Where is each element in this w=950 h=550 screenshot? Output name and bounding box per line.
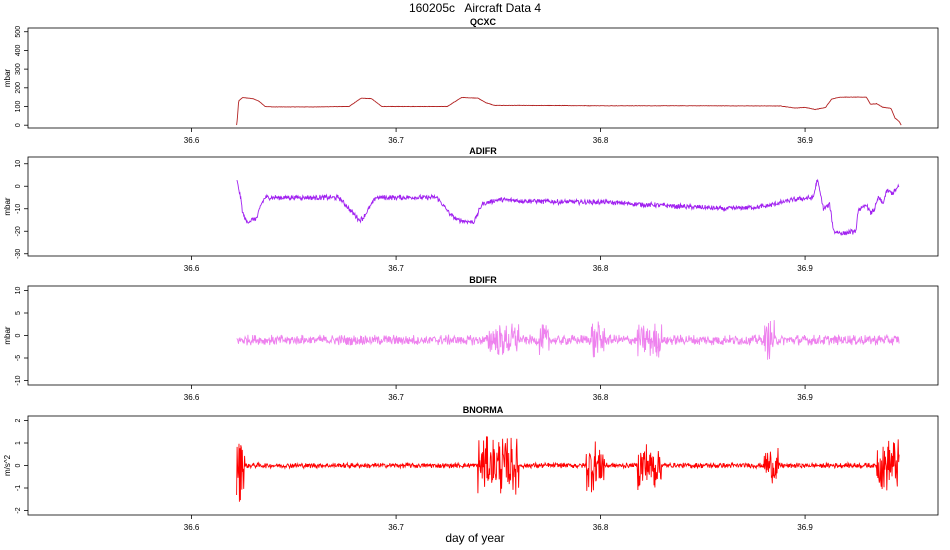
- y-tick-label-bdifr: -5: [15, 355, 22, 361]
- y-tick-label-bdifr: 10: [15, 287, 22, 295]
- panel-title-bnorma: BNORMA: [463, 405, 504, 415]
- y-tick-label-bnorma: 2: [15, 418, 22, 422]
- y-tick-label-qcxc: 500: [15, 26, 22, 38]
- data-series-bnorma: [236, 436, 900, 502]
- panel-title-bdifr: BDIFR: [469, 275, 497, 285]
- panel-title-adifr: ADIFR: [469, 146, 497, 156]
- y-tick-label-bnorma: 1: [15, 441, 22, 445]
- y-axis-label-qcxc: mbar: [3, 69, 12, 88]
- y-tick-label-qcxc: 400: [15, 44, 22, 56]
- y-tick-label-qcxc: 300: [15, 63, 22, 75]
- y-tick-label-bdifr: -10: [15, 375, 22, 385]
- y-tick-label-bnorma: -1: [15, 485, 22, 491]
- x-tick-label-bnorma: 36.8: [593, 523, 609, 532]
- y-tick-label-adifr: 10: [15, 160, 22, 168]
- y-tick-label-adifr: 0: [15, 184, 22, 188]
- x-tick-label-qcxc: 36.6: [184, 136, 200, 145]
- y-tick-label-adifr: -10: [15, 204, 22, 214]
- plot-frame-adifr: [27, 156, 939, 257]
- y-axis-label-adifr: mbar: [3, 197, 12, 216]
- y-tick-label-qcxc: 0: [15, 123, 22, 127]
- data-series-qcxc: [236, 96, 902, 126]
- x-tick-label-bnorma: 36.6: [184, 523, 200, 532]
- panel-title-qcxc: QCXC: [470, 17, 497, 27]
- y-tick-label-qcxc: 200: [15, 82, 22, 94]
- chart-title: 160205c Aircraft Data 4: [408, 1, 542, 15]
- y-tick-label-bdifr: 5: [15, 311, 22, 315]
- plot-frame-bdifr: [27, 285, 939, 386]
- plot-frame-qcxc: [27, 27, 939, 129]
- x-axis-label: day of year: [445, 531, 505, 545]
- y-tick-label-bdifr: 0: [15, 333, 22, 337]
- y-tick-label-qcxc: 100: [15, 101, 22, 113]
- y-axis-label-bnorma: m/s^2: [3, 454, 12, 476]
- y-tick-label-bnorma: -2: [15, 507, 22, 513]
- x-tick-label-bdifr: 36.6: [184, 393, 200, 402]
- x-tick-label-adifr: 36.6: [184, 264, 200, 273]
- y-tick-label-adifr: -30: [15, 249, 22, 259]
- x-tick-label-qcxc: 36.9: [797, 136, 813, 145]
- y-tick-label-bnorma: 0: [15, 463, 22, 467]
- y-axis-label-bdifr: mbar: [3, 326, 12, 345]
- data-series-adifr: [236, 178, 900, 236]
- x-tick-label-bnorma: 36.7: [388, 523, 404, 532]
- x-tick-label-adifr: 36.7: [388, 264, 404, 273]
- x-tick-label-bnorma: 36.9: [797, 523, 813, 532]
- x-tick-label-adifr: 36.8: [593, 264, 609, 273]
- x-tick-label-bdifr: 36.9: [797, 393, 813, 402]
- y-tick-label-adifr: -20: [15, 226, 22, 236]
- x-tick-label-bdifr: 36.7: [388, 393, 404, 402]
- x-tick-label-adifr: 36.9: [797, 264, 813, 273]
- x-tick-label-qcxc: 36.8: [593, 136, 609, 145]
- x-tick-label-bdifr: 36.8: [593, 393, 609, 402]
- x-tick-label-qcxc: 36.7: [388, 136, 404, 145]
- data-series-bdifr: [236, 320, 900, 360]
